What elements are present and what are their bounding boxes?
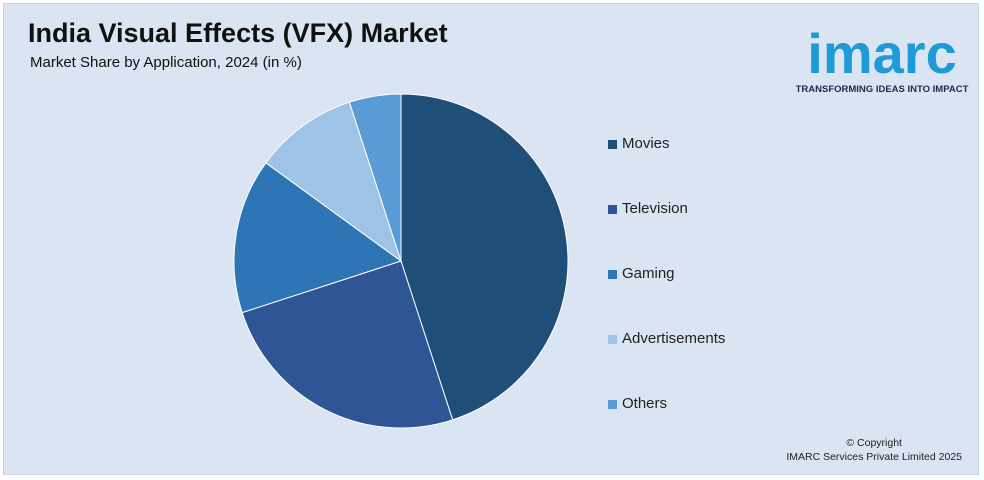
- chart-title: India Visual Effects (VFX) Market: [28, 18, 448, 48]
- chart-frame: India Visual Effects (VFX) Market Market…: [3, 3, 979, 475]
- copyright-notice: © Copyright IMARC Services Private Limit…: [786, 436, 962, 464]
- logo-tagline: TRANSFORMING IDEAS INTO IMPACT: [795, 84, 969, 95]
- chart-subtitle: Market Share by Application, 2024 (in %): [30, 54, 302, 71]
- pie-chart: [233, 93, 569, 429]
- imarc-logo: imarc TRANSFORMING IDEAS INTO IMPACT: [786, 16, 978, 98]
- pie-slice-advertisements: [265, 101, 402, 263]
- legend-swatch: [608, 400, 617, 409]
- legend-label: Advertisements: [622, 330, 726, 347]
- pie-slice-television: [241, 260, 454, 429]
- pie-slice-movies: [400, 93, 569, 421]
- logo-wordmark: imarc: [807, 22, 957, 85]
- legend-label: Movies: [622, 135, 670, 152]
- legend-label: Television: [622, 200, 688, 217]
- copyright-line-1: © Copyright: [846, 437, 902, 449]
- legend-label: Others: [622, 395, 668, 412]
- legend-swatch: [608, 205, 617, 214]
- pie-slice-others: [348, 93, 402, 262]
- pie-slice-gaming: [233, 162, 403, 314]
- legend-swatch: [608, 335, 617, 344]
- copyright-line-2: IMARC Services Private Limited 2025: [786, 451, 962, 463]
- legend-swatch: [608, 270, 617, 279]
- legend-swatch: [608, 140, 617, 149]
- legend-label: Gaming: [622, 265, 675, 282]
